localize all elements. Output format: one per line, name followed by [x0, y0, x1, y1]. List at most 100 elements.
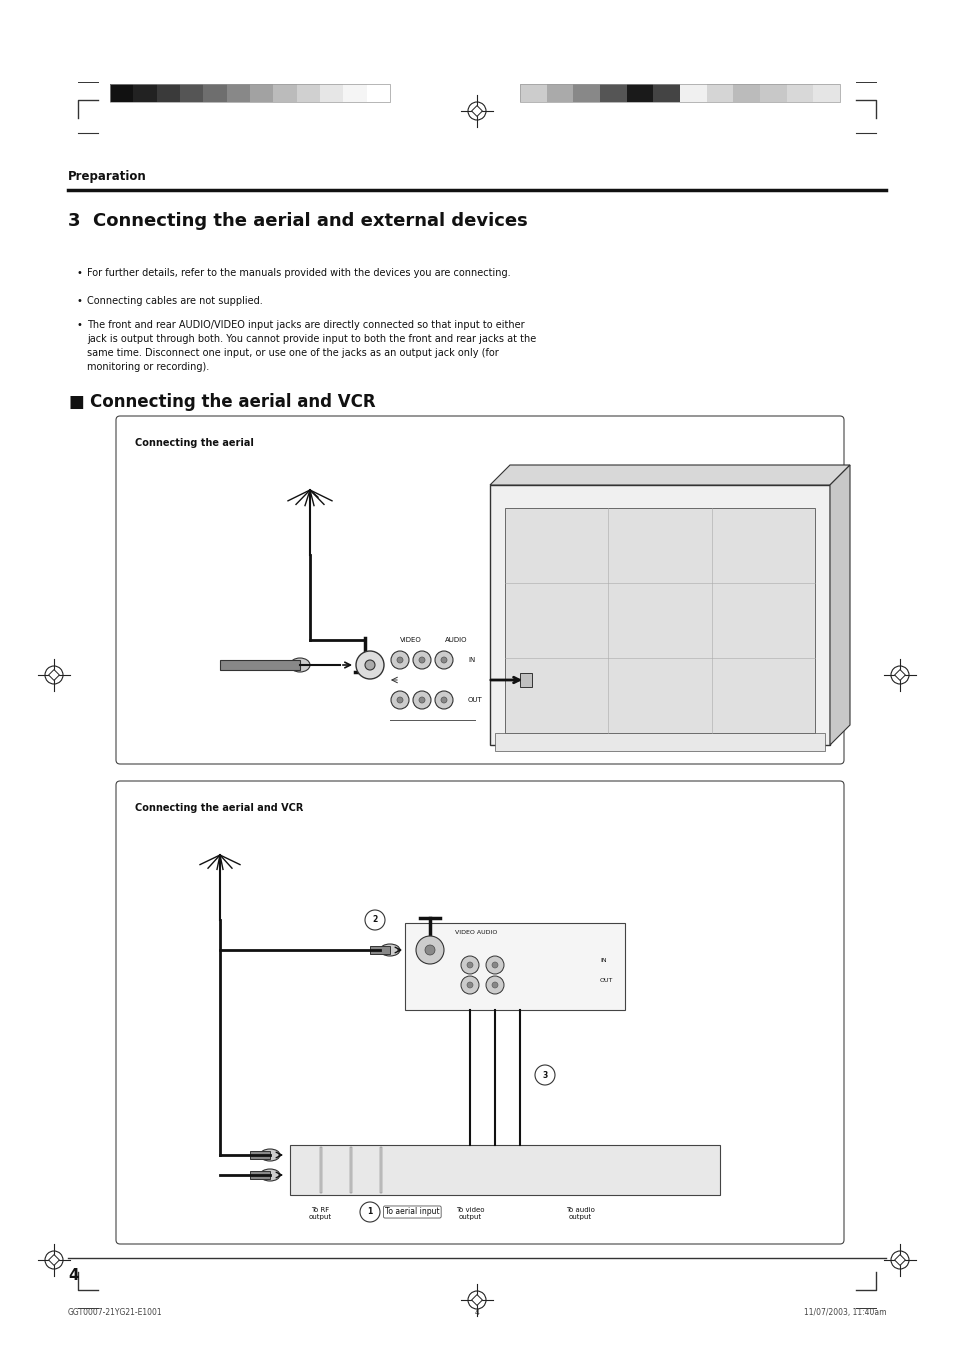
Bar	[296, 84, 319, 101]
Bar	[274, 84, 296, 101]
Circle shape	[468, 101, 485, 120]
Bar	[133, 84, 156, 101]
Ellipse shape	[379, 944, 399, 957]
Bar	[110, 84, 390, 101]
Bar	[290, 1146, 720, 1196]
Circle shape	[435, 651, 453, 669]
Bar	[110, 84, 133, 101]
Polygon shape	[471, 1294, 482, 1305]
Bar	[490, 485, 829, 744]
Ellipse shape	[260, 1148, 280, 1161]
Bar	[546, 84, 573, 101]
Circle shape	[485, 957, 503, 974]
Text: To video
output: To video output	[456, 1206, 484, 1220]
Polygon shape	[894, 670, 904, 681]
Circle shape	[485, 975, 503, 994]
Bar	[250, 1151, 270, 1159]
FancyBboxPatch shape	[116, 416, 843, 765]
Circle shape	[460, 975, 478, 994]
Bar	[653, 84, 679, 101]
Text: OUT: OUT	[599, 978, 613, 984]
Text: jack is output through both. You cannot provide input to both the front and rear: jack is output through both. You cannot …	[87, 334, 536, 345]
Bar	[626, 84, 653, 101]
Text: To RF
output: To RF output	[308, 1206, 332, 1220]
Circle shape	[890, 666, 908, 684]
Text: 4: 4	[474, 1308, 479, 1317]
Bar	[319, 84, 343, 101]
Text: AUDIO: AUDIO	[444, 638, 467, 643]
Text: IN: IN	[599, 958, 606, 963]
Bar	[519, 84, 840, 101]
Text: The front and rear AUDIO/VIDEO input jacks are directly connected so that input : The front and rear AUDIO/VIDEO input jac…	[87, 320, 524, 330]
Bar	[180, 84, 203, 101]
Bar	[495, 734, 824, 751]
Text: same time. Disconnect one input, or use one of the jacks as an output jack only : same time. Disconnect one input, or use …	[87, 349, 498, 358]
Bar	[706, 84, 733, 101]
Text: monitoring or recording).: monitoring or recording).	[87, 362, 209, 372]
Circle shape	[355, 651, 384, 680]
Bar	[519, 673, 532, 688]
Circle shape	[435, 690, 453, 709]
Text: For further details, refer to the manuals provided with the devices you are conn: For further details, refer to the manual…	[87, 267, 510, 278]
Circle shape	[396, 657, 402, 663]
Text: Connecting the aerial: Connecting the aerial	[135, 438, 253, 449]
Bar	[370, 946, 390, 954]
Bar	[813, 84, 840, 101]
Text: Connecting the aerial and VCR: Connecting the aerial and VCR	[90, 393, 375, 411]
Circle shape	[492, 962, 497, 969]
Text: 3: 3	[542, 1070, 547, 1079]
Circle shape	[440, 697, 447, 703]
Text: 11/07/2003, 11:40am: 11/07/2003, 11:40am	[802, 1308, 885, 1317]
Circle shape	[45, 1251, 63, 1269]
Circle shape	[424, 944, 435, 955]
Polygon shape	[829, 465, 849, 744]
Bar	[519, 84, 546, 101]
Text: Connecting cables are not supplied.: Connecting cables are not supplied.	[87, 296, 262, 305]
Circle shape	[492, 982, 497, 988]
Circle shape	[391, 690, 409, 709]
Polygon shape	[49, 1255, 59, 1266]
Text: 3  Connecting the aerial and external devices: 3 Connecting the aerial and external dev…	[68, 212, 527, 230]
Text: •: •	[76, 267, 82, 278]
Bar	[343, 84, 366, 101]
Circle shape	[468, 1292, 485, 1309]
Bar	[227, 84, 250, 101]
Circle shape	[391, 651, 409, 669]
Bar	[733, 84, 760, 101]
Circle shape	[413, 690, 431, 709]
Circle shape	[45, 666, 63, 684]
Polygon shape	[894, 1255, 904, 1266]
Bar	[679, 84, 706, 101]
Circle shape	[418, 657, 424, 663]
Text: Preparation: Preparation	[68, 170, 147, 182]
Bar	[366, 84, 390, 101]
Circle shape	[535, 1065, 555, 1085]
Bar	[405, 923, 624, 1011]
Text: 1: 1	[367, 1208, 373, 1216]
Circle shape	[418, 697, 424, 703]
Bar	[319, 1147, 322, 1193]
Circle shape	[467, 982, 473, 988]
Bar	[350, 1147, 352, 1193]
Text: OUT: OUT	[468, 697, 482, 703]
FancyBboxPatch shape	[116, 781, 843, 1244]
Text: 2: 2	[372, 916, 377, 924]
Bar	[599, 84, 626, 101]
Bar	[250, 1171, 270, 1179]
Text: VIDEO AUDIO: VIDEO AUDIO	[455, 929, 497, 935]
Circle shape	[460, 957, 478, 974]
Bar	[760, 84, 786, 101]
Text: •: •	[76, 296, 82, 305]
Ellipse shape	[290, 658, 310, 671]
Bar	[250, 84, 274, 101]
Text: VIDEO: VIDEO	[399, 638, 421, 643]
Text: GGT0007-21YG21-E1001: GGT0007-21YG21-E1001	[68, 1308, 162, 1317]
Circle shape	[365, 911, 385, 929]
Polygon shape	[49, 670, 59, 681]
Bar	[504, 508, 814, 734]
Text: IN: IN	[468, 657, 475, 663]
Bar	[203, 84, 227, 101]
Polygon shape	[490, 465, 849, 485]
Circle shape	[467, 962, 473, 969]
Bar	[573, 84, 599, 101]
